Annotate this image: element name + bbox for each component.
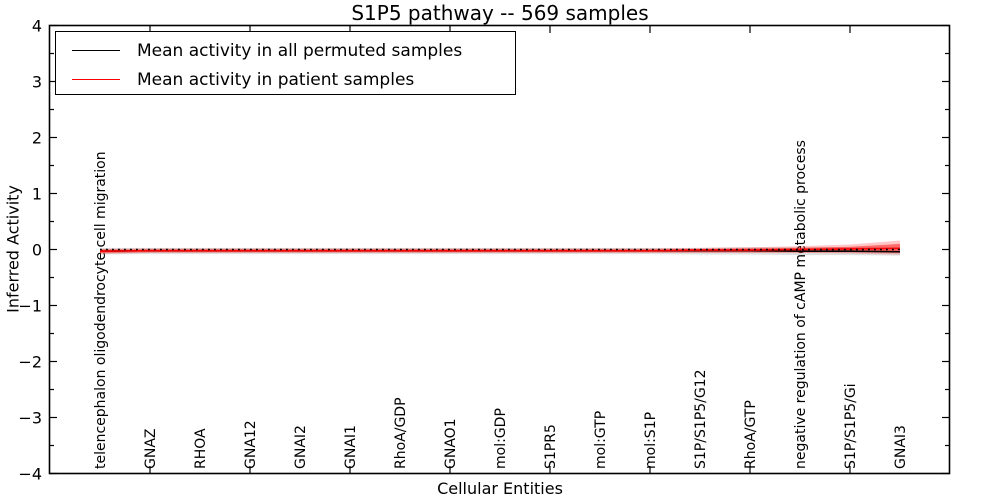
- x-entity-label: GNA12: [243, 420, 259, 469]
- x-entity-label: RhoA/GDP: [393, 397, 409, 469]
- y-tick-label: −1: [18, 297, 42, 316]
- x-entity-label: GNAI1: [343, 425, 359, 469]
- y-tick-label: 4: [32, 17, 42, 36]
- patient-std-outer-band: [100, 240, 900, 255]
- legend-line-red: [72, 79, 120, 80]
- y-tick-label: −4: [18, 465, 42, 484]
- x-entity-label: GNAO1: [443, 418, 459, 469]
- legend-item-permuted: Mean activity in all permuted samples: [56, 37, 515, 64]
- x-entity-label: GNAI2: [293, 425, 309, 469]
- x-entity-label: GNAI3: [893, 425, 909, 469]
- legend-label-permuted: Mean activity in all permuted samples: [137, 40, 463, 61]
- y-tick-label: 0: [32, 241, 42, 260]
- x-entity-label: S1P/S1P5/G12: [693, 370, 709, 469]
- y-tick-label: −2: [18, 353, 42, 372]
- y-tick-label: 3: [32, 73, 42, 92]
- y-tick-labels: 4 3 2 1 0 −1 −2 −3 −4: [18, 17, 42, 484]
- x-entity-labels: telencephalon oligodendrocyte cell migra…: [93, 140, 909, 469]
- x-entity-label: telencephalon oligodendrocyte cell migra…: [93, 151, 109, 469]
- axes-frame: [48, 24, 951, 475]
- y-tick-label: 1: [32, 185, 42, 204]
- x-entity-label: negative regulation of cAMP metabolic pr…: [793, 140, 809, 469]
- x-entity-label: mol:GDP: [493, 408, 509, 469]
- x-axis-label: Cellular Entities: [437, 479, 563, 498]
- x-entity-label: S1P/S1P5/Gi: [843, 383, 859, 469]
- legend-label-patient: Mean activity in patient samples: [137, 69, 415, 90]
- legend-line-black: [72, 50, 120, 51]
- legend-item-patient: Mean activity in patient samples: [56, 66, 515, 93]
- x-entity-label: GNAZ: [143, 429, 159, 470]
- x-entity-label: RhoA/GTP: [743, 400, 759, 469]
- x-entity-label: S1PR5: [543, 424, 559, 469]
- chart-title: S1P5 pathway -- 569 samples: [351, 1, 649, 25]
- x-entity-label: mol:GTP: [593, 411, 609, 469]
- x-entity-label: RHOA: [193, 428, 209, 469]
- x-entity-label: mol:S1P: [643, 412, 659, 469]
- legend: Mean activity in all permuted samples Me…: [55, 31, 516, 95]
- y-tick-label: −3: [18, 409, 42, 428]
- y-tick-label: 2: [32, 129, 42, 148]
